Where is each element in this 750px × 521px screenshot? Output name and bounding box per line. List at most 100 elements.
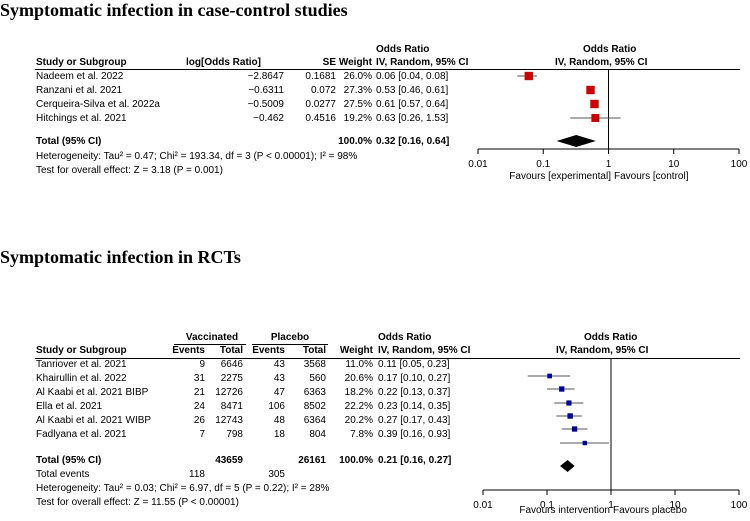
s2-total-total2: 26161 bbox=[298, 455, 326, 466]
s1-or-header: Odds Ratio bbox=[376, 44, 430, 55]
s1-row-se: 0.0277 bbox=[305, 99, 336, 110]
s2-overall-effect: Test for overall effect: Z = 11.55 (P < … bbox=[36, 497, 239, 508]
s1-weight-header: Weight bbox=[338, 57, 372, 68]
s1-row-weight: 19.2% bbox=[343, 113, 372, 124]
s1-row-se: 0.1681 bbox=[305, 71, 336, 82]
s2-row-study: Al Kaabi et al. 2021 WIBP bbox=[36, 415, 152, 426]
s2-or-header: Odds Ratio bbox=[378, 332, 432, 343]
s1-row-ci: 0.06 [0.04, 0.08] bbox=[376, 71, 449, 82]
s2-total-events1: 118 bbox=[189, 469, 205, 480]
s2-point-square bbox=[547, 373, 552, 379]
s2-tick-label: 100 bbox=[731, 500, 748, 511]
s2-pooled-diamond bbox=[560, 460, 575, 472]
s1-logor-header: log[Odds Ratio] bbox=[186, 57, 261, 68]
s2-method-header: IV, Random, 95% CI bbox=[378, 345, 471, 356]
s1-tick-label: 0.1 bbox=[536, 159, 550, 170]
s2-row-events2: 106 bbox=[268, 401, 285, 412]
s2-row-total1: 798 bbox=[226, 429, 243, 440]
s2-header-rule bbox=[35, 358, 740, 359]
s2-row-total1: 2275 bbox=[220, 373, 243, 384]
s1-se-header: SE bbox=[322, 57, 336, 68]
s1-tick-label: 0.01 bbox=[468, 159, 488, 170]
s2-total-weight: 100.0% bbox=[339, 455, 373, 466]
s1-tick-label: 100 bbox=[731, 159, 748, 170]
s2-placebo-header: Placebo bbox=[270, 332, 310, 343]
section1-title: Symptomatic infection in case-control st… bbox=[0, 0, 348, 20]
s2-row-total2: 3568 bbox=[303, 359, 326, 370]
s2-tick-label: 0.1 bbox=[540, 500, 554, 511]
s2-row-ci: 0.39 [0.16, 0.93] bbox=[378, 429, 451, 440]
s2-row-total2: 8502 bbox=[303, 401, 326, 412]
s1-plot-method-header: IV, Random, 95% CI bbox=[555, 57, 648, 68]
s1-method-header: IV, Random, 95% CI bbox=[376, 57, 469, 68]
s1-row-logor: −0.5009 bbox=[247, 99, 284, 110]
s1-point-square bbox=[590, 99, 599, 109]
s1-row-study: Nadeem et al. 2022 bbox=[36, 71, 124, 82]
s1-tick-label: 10 bbox=[668, 159, 680, 170]
s2-row-events2: 48 bbox=[273, 415, 285, 426]
s2-row-ci: 0.23 [0.14, 0.35] bbox=[378, 401, 451, 412]
s2-row-events1: 7 bbox=[199, 429, 205, 440]
s1-point-square bbox=[591, 113, 600, 123]
s1-tick-label: 1 bbox=[606, 159, 612, 170]
s2-row-ci: 0.22 [0.13, 0.37] bbox=[378, 387, 451, 398]
s1-heterogeneity: Heterogeneity: Tau² = 0.47; Chi² = 193.3… bbox=[36, 151, 358, 162]
s2-tick-label: 1 bbox=[608, 500, 614, 511]
s2-row-events1: 24 bbox=[193, 401, 205, 412]
s2-row-total2: 6364 bbox=[303, 415, 326, 426]
s2-row-total1: 6646 bbox=[220, 359, 243, 370]
s1-row-logor: −0.462 bbox=[253, 113, 284, 124]
s2-row-total1: 12726 bbox=[215, 387, 243, 398]
s2-total-events2: 305 bbox=[268, 469, 285, 480]
s2-row-events2: 43 bbox=[273, 359, 285, 370]
s2-row-events2: 47 bbox=[273, 387, 285, 398]
s2-row-study: Ella et al. 2021 bbox=[36, 401, 103, 412]
s2-row-study: Al Kaabi et al. 2021 BIBP bbox=[36, 387, 149, 398]
s1-row-logor: −0.6311 bbox=[248, 85, 284, 96]
s1-header-rule bbox=[35, 69, 740, 70]
s2-total-events-label: Total events bbox=[36, 469, 90, 480]
s2-point-square bbox=[566, 400, 572, 406]
s2-vaccinated-rule bbox=[174, 344, 246, 345]
s2-row-ci: 0.11 [0.05, 0.23] bbox=[378, 359, 450, 370]
s1-row-se: 0.072 bbox=[310, 85, 336, 96]
s2-total-ci: 0.21 [0.16, 0.27] bbox=[378, 455, 452, 466]
s1-total-ci: 0.32 [0.16, 0.64] bbox=[376, 136, 450, 147]
s2-weight-header: Weight bbox=[339, 345, 373, 356]
s2-row-total2: 560 bbox=[309, 373, 326, 384]
s2-tick-label: 10 bbox=[669, 500, 681, 511]
s2-total-label: Total (95% CI) bbox=[36, 455, 102, 466]
s2-point-square bbox=[559, 386, 565, 392]
s2-row-events1: 9 bbox=[199, 359, 205, 370]
s2-placebo-rule bbox=[252, 344, 328, 345]
s2-row-events2: 43 bbox=[273, 373, 285, 384]
s1-row-weight: 27.3% bbox=[343, 85, 372, 96]
s2-vaccinated-header: Vaccinated bbox=[185, 332, 239, 343]
s2-point-square bbox=[582, 440, 588, 446]
s2-row-ci: 0.17 [0.10, 0.27] bbox=[378, 373, 451, 384]
s2-plot-method-header: IV, Random, 95% CI bbox=[556, 345, 649, 356]
s2-favours-right: Favours placebo bbox=[613, 505, 687, 516]
s2-row-weight: 11.0% bbox=[345, 359, 373, 370]
s2-row-study: Khairullin et al. 2022 bbox=[36, 373, 127, 384]
s1-row-logor: −2.8647 bbox=[247, 71, 284, 82]
s2-total2-header: Total bbox=[302, 345, 326, 356]
s1-row-ci: 0.63 [0.26, 1.53] bbox=[376, 113, 449, 124]
s2-row-ci: 0.27 [0.17, 0.43] bbox=[378, 415, 451, 426]
s1-overall-effect: Test for overall effect: Z = 3.18 (P = 0… bbox=[36, 165, 223, 176]
s2-total-total1: 43659 bbox=[215, 455, 243, 466]
s2-study-header: Study or Subgroup bbox=[36, 345, 127, 356]
s2-row-events1: 26 bbox=[193, 415, 205, 426]
s2-row-total1: 8471 bbox=[220, 401, 243, 412]
s1-row-ci: 0.53 [0.46, 0.61] bbox=[376, 85, 449, 96]
s1-row-study: Cerqueira-Silva et al. 2022a bbox=[36, 99, 160, 110]
section2-title: Symptomatic infection in RCTs bbox=[0, 247, 241, 267]
s2-row-weight: 7.8% bbox=[350, 429, 373, 440]
s2-tick-label: 0.01 bbox=[473, 500, 493, 511]
s2-point-square bbox=[571, 426, 578, 432]
s2-row-study: Fadlyana et al. 2021 bbox=[36, 429, 127, 440]
s2-events1-header: Events bbox=[172, 345, 205, 356]
s1-row-ci: 0.61 [0.57, 0.64] bbox=[376, 99, 449, 110]
s1-row-weight: 27.5% bbox=[343, 99, 372, 110]
s2-row-events1: 31 bbox=[193, 373, 205, 384]
